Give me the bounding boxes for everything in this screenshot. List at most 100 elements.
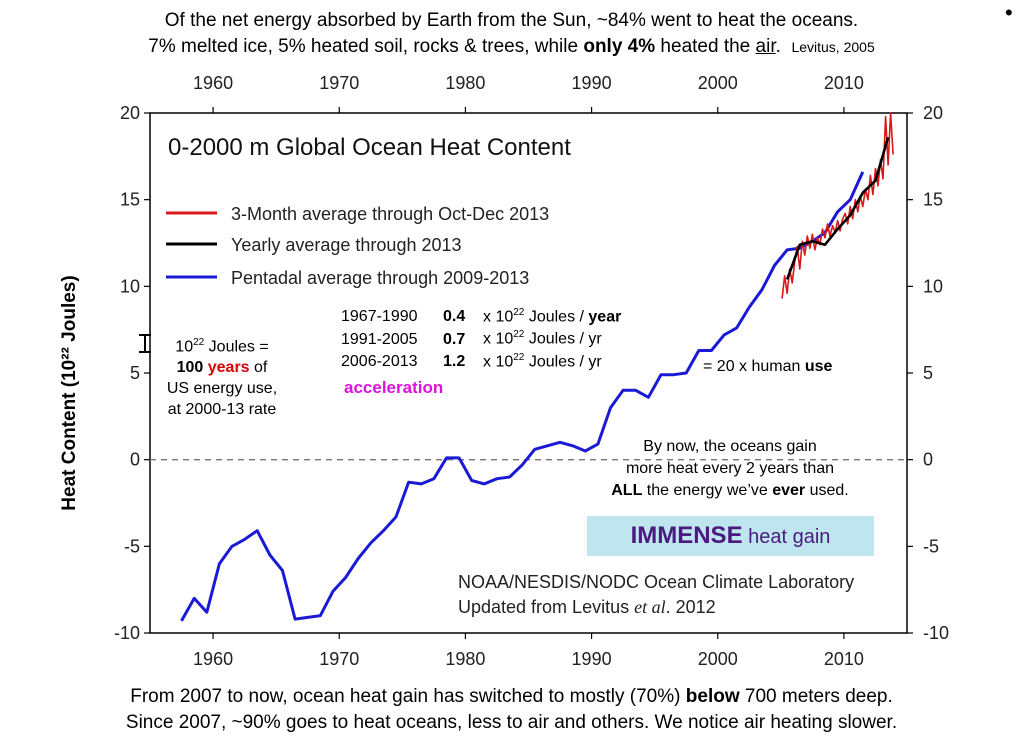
y-tick-label-right: -10 xyxy=(923,623,949,643)
scale-note-line-3: US energy use, xyxy=(166,380,278,398)
scale-note: 1022 Joules = 100 years of US energy use… xyxy=(151,332,293,420)
header-air: air xyxy=(755,36,776,57)
header-only-4-percent: only 4% xyxy=(583,36,656,57)
rate-period: 1967-1990 xyxy=(341,308,418,326)
scale-note-100: 100 xyxy=(176,359,208,377)
immense-heat-gain-box: IMMENSE heat gain xyxy=(587,516,874,556)
legend-entry: Pentadal average through 2009-2013 xyxy=(231,268,529,288)
heat-gain-label: heat gain xyxy=(742,526,831,548)
y-tick-label-left: -5 xyxy=(124,536,140,556)
x-tick-label-bottom: 1960 xyxy=(193,649,233,669)
scale-note-joules: Joules = xyxy=(204,338,269,356)
rate-value: 0.4 xyxy=(443,308,466,326)
y-tick-label-right: 10 xyxy=(923,276,943,296)
y-tick-label-right: 20 xyxy=(923,103,943,123)
by-now-line-3: ALL the energy we’ve ever used. xyxy=(570,480,890,502)
footer-below: below xyxy=(685,686,740,707)
x-tick-label-top: 1990 xyxy=(572,73,612,93)
legend-entry: Yearly average through 2013 xyxy=(231,235,462,255)
y-tick-label-right: 15 xyxy=(923,190,943,210)
y-tick-label-left: 0 xyxy=(130,450,140,470)
by-now-line-2: more heat every 2 years than xyxy=(625,460,835,477)
x-tick-label-bottom: 1970 xyxy=(319,649,359,669)
noaa-et-al: et al xyxy=(634,597,666,617)
y-tick-label-right: 0 xyxy=(923,450,933,470)
y-tick-label-left: -10 xyxy=(114,623,140,643)
series-line xyxy=(785,136,890,280)
header-line-2-a: 7% melted ice, 5% heated soil, rocks & t… xyxy=(148,36,584,57)
by-now-line-1: By now, the oceans gain xyxy=(643,438,817,455)
rate-unit-a: x 10 xyxy=(483,308,514,326)
y-tick-label-left: 5 xyxy=(130,363,140,383)
bullet-point: • xyxy=(1005,0,1013,25)
rate-unit-sup: 22 xyxy=(513,307,525,318)
header-line-1: Of the net energy absorbed by Earth from… xyxy=(0,10,1023,32)
rate-value: 1.2 xyxy=(443,352,466,370)
scale-bracket-icon xyxy=(139,334,151,353)
rates-block: 1967-1990 0.4 x 1022 Joules / year 1991-20… xyxy=(341,307,621,371)
rate-unit-b: Joules / yr xyxy=(524,352,602,370)
header-line-2: 7% melted ice, 5% heated soil, rocks & t… xyxy=(0,36,1023,58)
y-axis-label: Heat Content (10²² Joules) xyxy=(59,228,81,558)
by-now-used: used. xyxy=(805,482,849,499)
rate-value: 0.7 xyxy=(443,330,466,348)
rate-unit-year: year xyxy=(588,308,622,326)
immense-label: IMMENSE xyxy=(630,522,743,549)
header-source: Levitus, 2005 xyxy=(791,39,875,55)
rate-row: 1991-2005 0.7 x 1022 Joules / yr xyxy=(341,329,621,348)
y-tick-label-left: 20 xyxy=(120,103,140,123)
rate-unit-sup: 22 xyxy=(513,329,525,341)
by-now-text: the energy we’ve xyxy=(642,482,773,499)
y-axis-label-text: Heat Content (10²² Joules) xyxy=(59,275,80,511)
rate-row: 1967-1990 0.4 x 1022 Joules / year xyxy=(341,307,621,326)
footer-line-1: From 2007 to now, ocean heat gain has sw… xyxy=(0,686,1023,708)
series-line xyxy=(180,171,865,622)
x-tick-label-bottom: 1990 xyxy=(572,649,612,669)
header-line-2-e: . xyxy=(775,36,781,57)
by-now-ever: ever xyxy=(772,482,806,499)
scale-note-of: of xyxy=(249,359,268,377)
rate-unit-a: x 10 xyxy=(483,352,514,370)
by-now-note: By now, the oceans gain more heat every … xyxy=(570,436,890,502)
header-line-2-c: heated the xyxy=(655,36,756,57)
y-tick-label-left: 15 xyxy=(120,190,140,210)
series-line xyxy=(781,112,894,299)
footer-line-1-c: 700 meters deep. xyxy=(739,686,893,707)
y-tick-label-right: 5 xyxy=(923,363,933,383)
y-tick-label-right: -5 xyxy=(923,536,939,556)
noaa-year: . 2012 xyxy=(665,597,716,617)
by-now-all: ALL xyxy=(611,482,643,499)
rate-unit-b: Joules / yr xyxy=(524,330,602,348)
x-tick-label-top: 1980 xyxy=(445,73,485,93)
rate-period: 1991-2005 xyxy=(341,330,418,348)
scale-note-base: 10 xyxy=(175,338,194,356)
rate-row: 2006-2013 1.2 x 1022 Joules / yr xyxy=(341,352,621,371)
human-use-bold: use xyxy=(804,358,833,375)
x-tick-label-top: 1970 xyxy=(319,73,359,93)
scale-note-line-1: 1022 Joules = xyxy=(151,332,293,357)
x-tick-label-bottom: 2010 xyxy=(824,649,864,669)
acceleration-label: acceleration xyxy=(344,378,444,397)
x-tick-label-bottom: 1980 xyxy=(445,649,485,669)
scale-note-years: years xyxy=(207,359,250,377)
x-tick-label-bottom: 2000 xyxy=(698,649,738,669)
rate-unit-a: x 10 xyxy=(483,330,514,348)
y-tick-label-left: 10 xyxy=(120,276,140,296)
human-use-note: = 20 x human use xyxy=(703,358,832,376)
human-use-text: = 20 x human xyxy=(703,358,805,375)
header-line-1-text: Of the net energy absorbed by Earth from… xyxy=(164,10,859,31)
rate-unit-b: Joules / xyxy=(524,308,589,326)
chart-title: 0-2000 m Global Ocean Heat Content xyxy=(168,134,571,161)
noaa-credit-line-1: NOAA/NESDIS/NODC Ocean Climate Laborator… xyxy=(458,572,855,592)
x-tick-label-top: 2010 xyxy=(824,73,864,93)
rate-period: 2006-2013 xyxy=(341,352,418,370)
legend-entry: 3-Month average through Oct-Dec 2013 xyxy=(231,204,549,224)
rate-unit-sup: 22 xyxy=(513,351,525,363)
x-tick-label-top: 2000 xyxy=(698,73,738,93)
noaa-updated: Updated from Levitus xyxy=(458,597,635,617)
scale-note-sup: 22 xyxy=(193,337,205,348)
x-tick-label-top: 1960 xyxy=(193,73,233,93)
noaa-credit-line-2: Updated from Levitus et al. 2012 xyxy=(458,597,716,618)
scale-note-line-2: 100 years of xyxy=(151,357,293,378)
